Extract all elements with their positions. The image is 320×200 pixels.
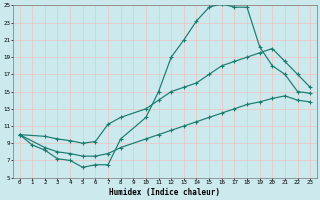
X-axis label: Humidex (Indice chaleur): Humidex (Indice chaleur) bbox=[109, 188, 220, 197]
